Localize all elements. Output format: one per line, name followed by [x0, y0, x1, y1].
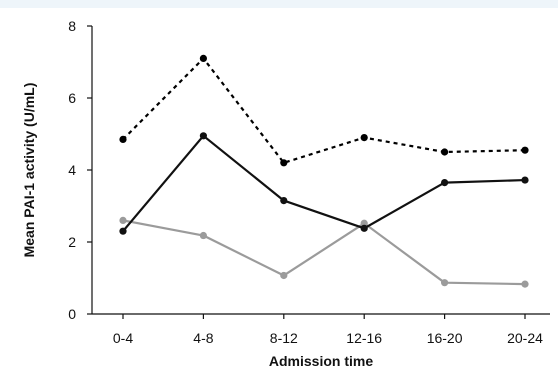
series-1-point — [521, 146, 529, 154]
y-tick-label: 4 — [68, 162, 76, 178]
series-1-point — [360, 134, 368, 142]
series-1-point — [441, 148, 449, 156]
x-tick-label: 4-8 — [193, 330, 213, 346]
series-2-point — [280, 197, 288, 205]
x-axis-title: Admission time — [269, 353, 373, 369]
y-tick-label: 2 — [68, 234, 76, 250]
axes — [91, 26, 550, 315]
series-1-point — [119, 135, 127, 143]
y-tick-label: 8 — [68, 18, 76, 34]
y-tick-label: 6 — [68, 90, 76, 106]
top-band — [0, 0, 558, 8]
series-2-point — [441, 179, 449, 187]
series-line-1 — [122, 57, 526, 164]
series-2-point — [119, 227, 127, 235]
series-3-point — [441, 279, 449, 287]
series-line-2 — [122, 134, 526, 232]
x-tick-label: 12-16 — [346, 330, 382, 346]
series-3-point — [521, 280, 529, 288]
series-line-3 — [122, 219, 526, 286]
series-3-point — [280, 271, 288, 280]
y-axis-title: Mean PAI-1 activity (U/mL) — [21, 83, 37, 258]
y-ticks: 0 2 4 6 8 — [68, 18, 92, 322]
x-tick-label: 0-4 — [113, 330, 133, 346]
x-ticks: 0-4 4-8 8-12 12-16 16-20 20-24 — [113, 314, 543, 346]
series-2-point — [360, 224, 368, 232]
series-layer — [119, 54, 529, 288]
series-2-point — [199, 132, 207, 140]
series-2-point — [521, 176, 529, 184]
series-1-point — [199, 54, 207, 63]
series-1-point — [280, 159, 288, 167]
x-tick-label: 8-12 — [270, 330, 298, 346]
series-3-point — [199, 231, 207, 240]
series-3-point — [119, 216, 127, 224]
x-tick-label: 16-20 — [427, 330, 463, 346]
series-3-point — [360, 219, 368, 227]
x-tick-label: 20-24 — [507, 330, 543, 346]
y-tick-label: 0 — [68, 306, 76, 322]
